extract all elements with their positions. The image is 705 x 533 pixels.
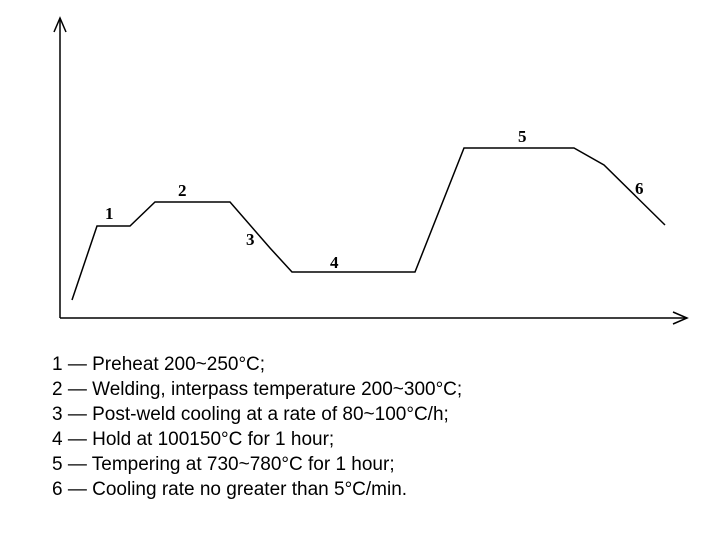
legend-item-6: 6 — Cooling rate no greater than 5°C/min… — [52, 477, 462, 502]
legend: 1 — Preheat 200~250°C;2 — Welding, inter… — [52, 352, 462, 502]
legend-item-2: 2 — Welding, interpass temperature 200~3… — [52, 377, 462, 402]
point-label-4: 4 — [330, 253, 339, 272]
point-label-3: 3 — [246, 230, 255, 249]
point-label-6: 6 — [635, 179, 644, 198]
heat-treatment-chart: 1 2 3 4 5 6 — [0, 0, 705, 340]
point-label-5: 5 — [518, 127, 527, 146]
point-label-1: 1 — [105, 204, 114, 223]
legend-item-1: 1 — Preheat 200~250°C; — [52, 352, 462, 377]
legend-item-5: 5 — Tempering at 730~780°C for 1 hour; — [52, 452, 462, 477]
point-label-2: 2 — [178, 181, 187, 200]
legend-item-3: 3 — Post-weld cooling at a rate of 80~10… — [52, 402, 462, 427]
legend-item-4: 4 — Hold at 100150°C for 1 hour; — [52, 427, 462, 452]
axes — [54, 18, 687, 324]
data-polyline — [72, 148, 665, 300]
figure-container: 1 2 3 4 5 6 1 — Preheat 200~250°C;2 — Welding… — [0, 0, 705, 533]
